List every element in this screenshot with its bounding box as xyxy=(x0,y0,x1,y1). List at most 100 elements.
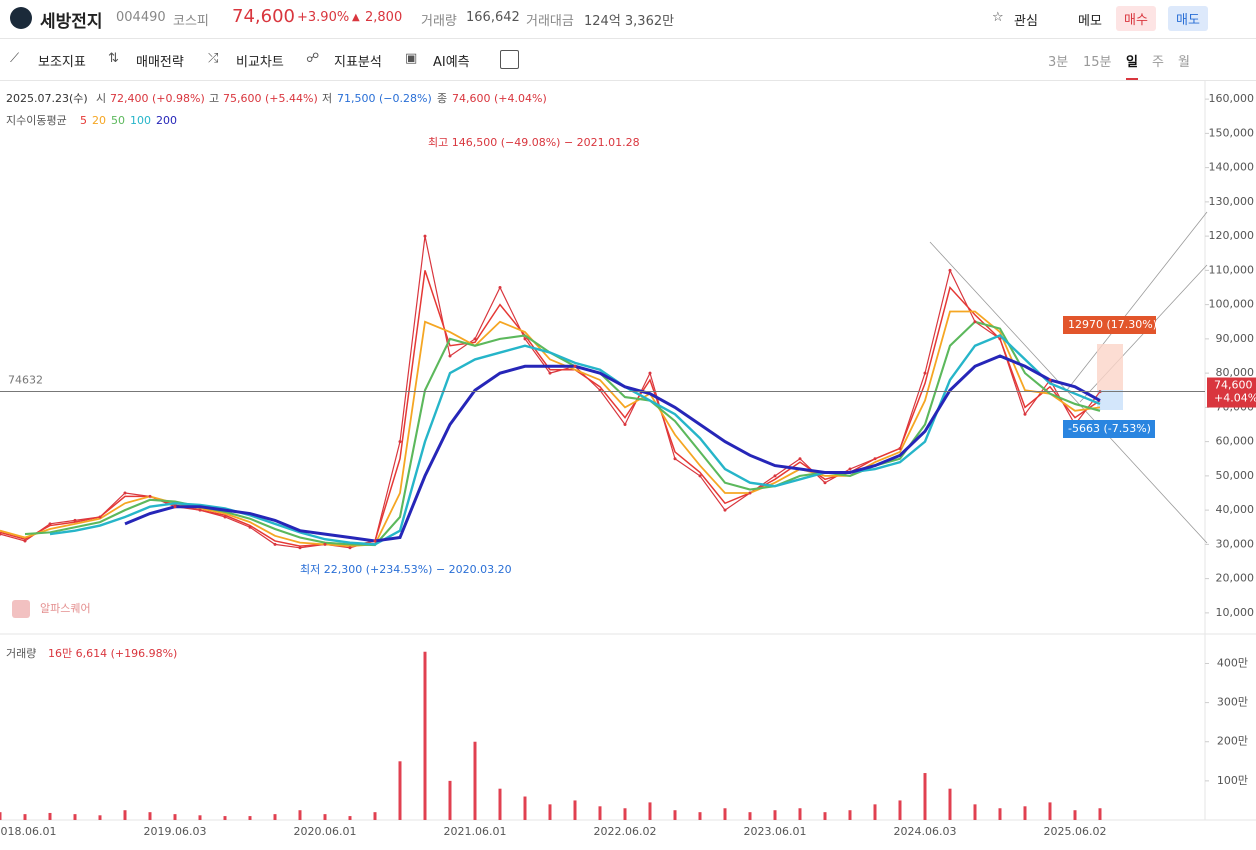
price-point xyxy=(873,457,877,461)
period[interactable]: 주 xyxy=(1152,55,1164,70)
y-tick-label: 120,000 xyxy=(1209,229,1255,242)
market: 코스피 xyxy=(173,14,209,29)
volume-bar xyxy=(1023,806,1027,820)
price-point xyxy=(648,371,652,375)
change: 2,800 xyxy=(365,10,403,25)
volume-bar xyxy=(448,780,452,820)
y-tick-label: 140,000 xyxy=(1209,161,1255,174)
price-point xyxy=(748,491,752,495)
stop-tag-bg xyxy=(1063,420,1155,438)
volume-bar xyxy=(123,810,127,820)
volume-bar xyxy=(923,773,927,820)
toolbar-icon[interactable]: ▣ xyxy=(405,51,418,66)
volume-bar xyxy=(298,810,302,820)
y-tick-label: 100만 xyxy=(1217,774,1248,787)
x-tick-label: 2022.06.02 xyxy=(594,825,657,838)
price-point xyxy=(598,388,602,392)
volume-bar xyxy=(673,810,677,820)
toolbar-icon[interactable]: ⇅ xyxy=(108,51,119,66)
volume-bar xyxy=(998,808,1002,820)
volume-bar xyxy=(498,788,502,820)
header: 세방전지 004490 코스피 74,600 +3.90% ▲ 2,800 거래… xyxy=(0,0,1256,39)
y-tick-label: 80,000 xyxy=(1216,366,1255,379)
period[interactable]: 15분 xyxy=(1083,55,1112,70)
memo[interactable]: 메모 xyxy=(1078,14,1102,29)
toolbar-item[interactable]: 보조지표 xyxy=(38,55,86,70)
watch-icon[interactable]: ☆ xyxy=(992,10,1004,25)
volume-bar xyxy=(273,814,277,820)
toolbar-item[interactable]: AI예측 xyxy=(433,55,470,70)
volume-bar xyxy=(973,804,977,820)
tool-icon[interactable] xyxy=(500,50,519,69)
toolbar-item[interactable]: 지표분석 xyxy=(334,55,382,70)
volume-bar xyxy=(898,800,902,820)
price-point xyxy=(248,525,252,529)
stock-code: 004490 xyxy=(116,10,166,25)
volume-bar xyxy=(173,814,177,820)
y-tick-label: 90,000 xyxy=(1216,332,1255,345)
legend-entry: 50 xyxy=(111,114,125,127)
volume-bar xyxy=(848,810,852,820)
price-point xyxy=(498,286,502,289)
price-tag-bg xyxy=(1207,377,1256,408)
volume-bar xyxy=(398,761,402,820)
period[interactable]: 3분 xyxy=(1048,55,1069,70)
volume-bar xyxy=(648,802,652,820)
volume-bar xyxy=(523,796,527,820)
price-point xyxy=(0,532,2,536)
volume-bar xyxy=(423,651,427,820)
price-point xyxy=(423,234,427,238)
amount: 124억 3,362만 xyxy=(584,14,675,29)
price-point xyxy=(173,505,177,509)
y-tick-label: 110,000 xyxy=(1209,263,1255,276)
y-tick-label: 20,000 xyxy=(1216,572,1255,585)
ma-line xyxy=(124,354,1101,543)
y-tick-label: 160,000 xyxy=(1209,92,1255,105)
toolbar: ⟋ 보조지표 ⇅ 매매전략 ⤮ 비교차트 ☍ 지표분석 ▣ AI예측 3분 15분 일 주 월 xyxy=(0,39,1256,81)
period[interactable]: 월 xyxy=(1178,55,1190,70)
volume-bar xyxy=(548,804,552,820)
price-tag-pct: +4.04% xyxy=(1214,392,1256,405)
period[interactable]: 일 xyxy=(1126,51,1138,80)
ma-label: 지수이동평균 xyxy=(6,114,67,127)
open-label: 시 xyxy=(96,92,106,105)
watch[interactable]: 관심 xyxy=(1014,14,1038,29)
price-point xyxy=(573,364,577,368)
price-point xyxy=(948,268,952,272)
sell-button[interactable]: 매도 xyxy=(1168,6,1208,31)
price-point xyxy=(923,371,927,375)
volume-bar xyxy=(0,812,2,820)
stock-name: 세방전지 xyxy=(40,12,103,32)
volume-bar xyxy=(1048,802,1052,820)
legend-entry: 5 xyxy=(80,114,87,127)
toolbar-item[interactable]: 매매전략 xyxy=(136,55,184,70)
price-point xyxy=(623,423,627,426)
price-point xyxy=(448,354,452,358)
price-point xyxy=(698,474,702,478)
close: 74,600 (+4.04%) xyxy=(452,92,547,105)
price-point xyxy=(23,539,27,543)
toolbar-icon[interactable]: ☍ xyxy=(306,51,320,66)
y-tick-label: 400만 xyxy=(1217,656,1248,669)
price-point xyxy=(373,539,377,543)
toolbar-item[interactable]: 비교차트 xyxy=(236,55,284,70)
x-tick-label: 2020.06.01 xyxy=(294,825,357,838)
price-point xyxy=(998,337,1002,341)
volume-bar xyxy=(698,812,702,820)
y-tick-label: 60,000 xyxy=(1216,435,1255,448)
buy-button[interactable]: 매수 xyxy=(1116,6,1156,31)
y-tick-label: 100,000 xyxy=(1209,298,1255,311)
x-tick-label: 2023.06.01 xyxy=(744,825,807,838)
volume-bar xyxy=(223,816,227,820)
price-point xyxy=(723,508,727,512)
toolbar-icon[interactable]: ⟋ xyxy=(10,51,20,66)
x-tick-label: 2025.06.02 xyxy=(1044,825,1107,838)
stop-box xyxy=(1097,390,1123,410)
trend-line xyxy=(1066,211,1208,391)
logo xyxy=(10,7,32,29)
watermark-icon xyxy=(12,600,30,618)
target-tag: 12970 (17.30%) xyxy=(1068,318,1157,331)
x-tick-label: 2024.06.03 xyxy=(894,825,957,838)
toolbar-icon[interactable]: ⤮ xyxy=(208,51,219,66)
